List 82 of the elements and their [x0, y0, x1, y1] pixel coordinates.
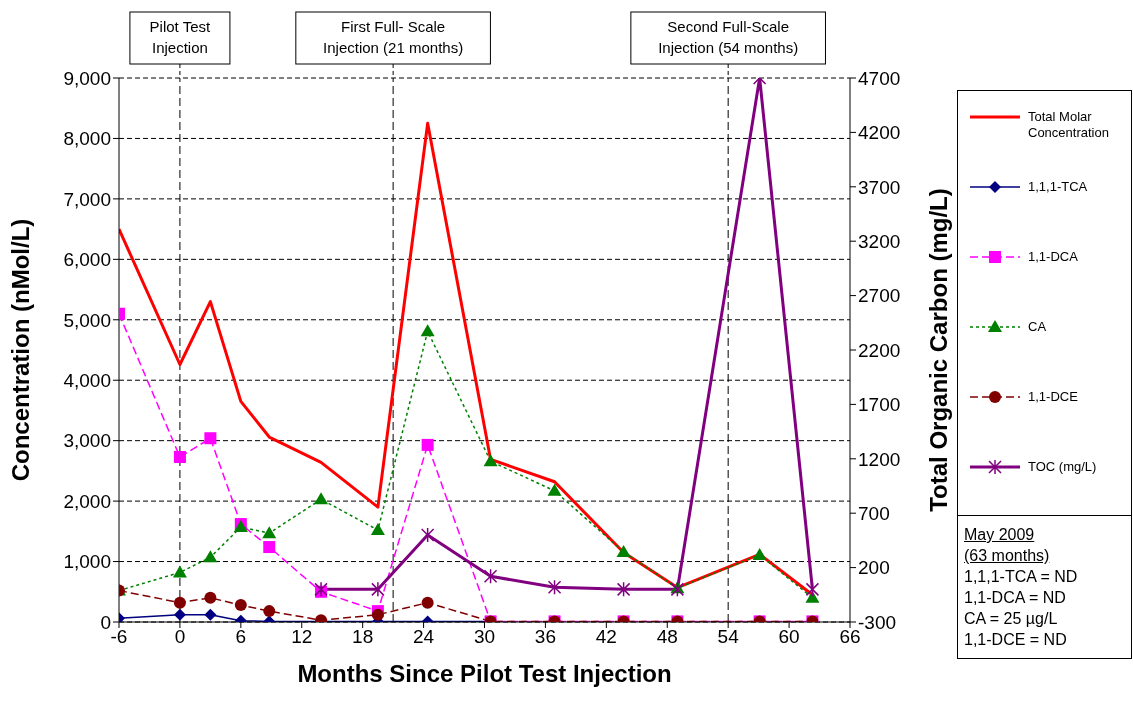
- point: [173, 596, 186, 609]
- text: 1,1-DCE = ND: [964, 630, 1068, 650]
- text: (63 months): [964, 546, 1051, 566]
- x-tick-label: 48: [656, 626, 678, 648]
- point: [616, 581, 631, 598]
- point: [616, 544, 631, 557]
- x-tick-label: 0: [174, 626, 186, 648]
- point: [420, 324, 435, 337]
- y2-tick-label: 1700: [858, 394, 901, 416]
- text: 1,1-DCA = ND: [964, 588, 1067, 608]
- ref-line-label: Second Full-Scale Injection (54 months): [658, 18, 799, 56]
- point: [483, 454, 498, 467]
- legend-label: 1,1-DCA: [1028, 249, 1079, 265]
- x-tick-label: 6: [235, 626, 247, 648]
- y-tick-label: 2,000: [63, 490, 111, 512]
- y-tick-label: 8,000: [63, 128, 111, 150]
- point: [483, 568, 498, 585]
- x-tick-label: 18: [352, 626, 374, 648]
- point: [370, 523, 385, 536]
- legend-label: 1,1-DCE: [1028, 389, 1079, 405]
- x-tick-label: 42: [595, 626, 617, 648]
- y2-axis-title: Total Organic Carbon (mg/L): [924, 188, 952, 512]
- y-tick-label: 0: [100, 611, 111, 633]
- legend-label: TOC (mg/L): [1028, 459, 1098, 475]
- x-tick-label: 36: [534, 626, 556, 648]
- y-tick-label: 4,000: [63, 369, 111, 391]
- point: [371, 581, 385, 598]
- point: [314, 581, 328, 598]
- point: [805, 581, 820, 598]
- point: [204, 591, 217, 604]
- x-tick-label: 12: [291, 626, 313, 648]
- point: [203, 550, 218, 563]
- point: [204, 432, 217, 445]
- y2-tick-label: 3200: [858, 230, 901, 252]
- point: [173, 450, 186, 463]
- text: 1,1,1-TCA = ND: [964, 567, 1079, 587]
- point: [421, 438, 434, 451]
- y2-tick-label: 200: [858, 557, 890, 579]
- point: [805, 590, 820, 603]
- y2-tick-label: 4200: [858, 122, 901, 144]
- y2-tick-label: 4700: [858, 67, 901, 89]
- point: [173, 608, 186, 621]
- y2-tick-label: 2200: [858, 339, 901, 361]
- x-tick-label: 30: [473, 626, 496, 648]
- x-tick-label: -6: [110, 626, 128, 648]
- point: [314, 492, 329, 505]
- y-tick-label: 7,000: [63, 188, 111, 210]
- y-tick-label: 9,000: [63, 67, 111, 89]
- y-tick-label: 6,000: [63, 249, 111, 271]
- point: [262, 526, 277, 539]
- ref-line-label: First Full- Scale Injection (21 months): [323, 18, 464, 56]
- text: CA = 25 µg/L: [964, 609, 1059, 629]
- y2-tick-label: 3700: [858, 176, 901, 198]
- y-axis-title: Concentration (nMol/L): [6, 218, 34, 482]
- point: [263, 605, 276, 618]
- point: [670, 581, 685, 598]
- x-axis-title: Months Since Pilot Test Injection: [297, 660, 672, 687]
- y2-tick-label: -300: [858, 611, 897, 633]
- point: [263, 541, 276, 554]
- x-tick-label: 54: [717, 626, 740, 648]
- text: May 2009: [964, 525, 1036, 545]
- point: [204, 608, 217, 621]
- point: [752, 547, 767, 560]
- y-tick-label: 5,000: [63, 309, 111, 331]
- y2-tick-label: 2700: [858, 285, 901, 307]
- point: [420, 527, 435, 543]
- point: [172, 565, 187, 578]
- y-tick-label: 3,000: [63, 430, 111, 452]
- x-tick-label: 60: [778, 626, 800, 648]
- ref-line-label: Pilot Test Injection: [149, 18, 212, 56]
- point: [234, 599, 247, 612]
- legend-label: 1,1,1-TCA: [1028, 179, 1089, 195]
- point: [421, 596, 434, 609]
- y2-tick-label: 700: [858, 502, 890, 524]
- legend-label: Total Molar Concentration: [1028, 109, 1110, 141]
- legend-label: CA: [1028, 319, 1048, 335]
- x-tick-label: 24: [413, 626, 435, 648]
- point: [547, 483, 562, 496]
- y2-tick-label: 1200: [858, 448, 901, 470]
- point: [547, 579, 562, 595]
- y-tick-label: 1,000: [63, 551, 111, 573]
- x-tick-label: 66: [839, 626, 861, 648]
